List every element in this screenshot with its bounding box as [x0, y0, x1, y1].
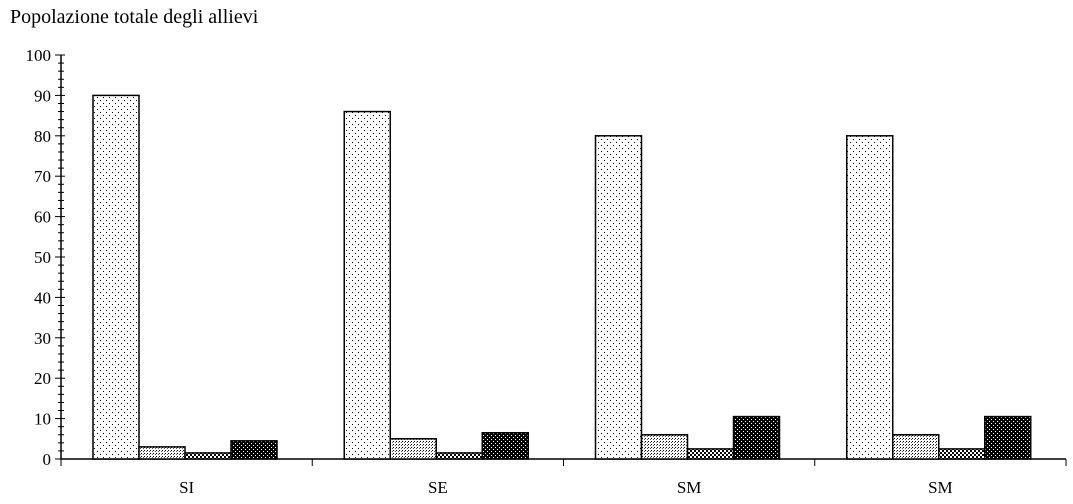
y-tick-label: 70 — [34, 167, 51, 186]
x-category-label: SI — [179, 478, 194, 497]
bar — [92, 94, 140, 460]
bar — [594, 135, 643, 460]
bar — [389, 438, 437, 460]
y-tick-label: 20 — [34, 369, 51, 388]
bar — [846, 135, 894, 460]
x-category-label: SM — [677, 478, 702, 497]
bar — [343, 110, 391, 460]
chart-title: Popolazione totale degli allievi — [10, 6, 259, 28]
bar — [138, 446, 186, 460]
y-tick-label: 40 — [34, 288, 51, 307]
bar — [184, 452, 232, 460]
bar — [938, 448, 986, 460]
y-tick-label: 50 — [34, 248, 51, 267]
y-tick-label: 80 — [34, 127, 51, 146]
bar — [732, 415, 781, 460]
bar — [640, 434, 689, 460]
y-tick-label: 0 — [43, 450, 52, 469]
bar — [435, 452, 483, 460]
y-tick-label: 10 — [34, 410, 51, 429]
y-tick-label: 90 — [34, 86, 51, 105]
y-tick-label: 100 — [26, 46, 52, 65]
bar — [984, 415, 1032, 460]
bar — [686, 448, 735, 460]
x-category-label: SM — [928, 478, 953, 497]
y-tick-label: 60 — [34, 208, 51, 227]
x-category-label: SE — [428, 478, 448, 497]
bar — [481, 431, 529, 460]
y-tick-label: 30 — [34, 329, 51, 348]
bar — [892, 434, 940, 460]
bar — [230, 440, 278, 460]
